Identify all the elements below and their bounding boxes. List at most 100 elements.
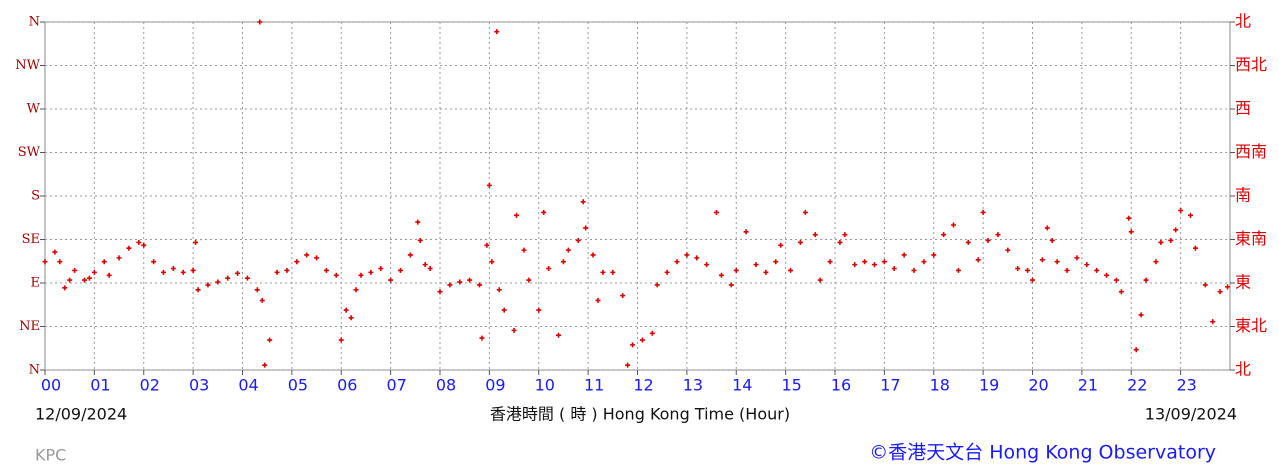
wind-direction-point xyxy=(368,269,374,275)
wind-direction-point xyxy=(625,362,631,368)
wind-direction-point xyxy=(1094,267,1100,273)
wind-direction-point xyxy=(852,262,858,268)
wind-direction-point xyxy=(353,287,359,293)
station-code: KPC xyxy=(35,446,66,465)
y-tick-label: N xyxy=(29,15,40,30)
wind-direction-point xyxy=(42,259,48,265)
wind-direction-point xyxy=(343,307,349,313)
wind-direction-point xyxy=(1049,237,1055,243)
wind-direction-point xyxy=(1084,262,1090,268)
wind-direction-point xyxy=(72,267,78,273)
wind-direction-point xyxy=(704,262,710,268)
wind-direction-point xyxy=(447,282,453,288)
wind-direction-point xyxy=(193,239,199,245)
wind-direction-point xyxy=(773,259,779,265)
wind-direction-point xyxy=(235,270,241,276)
wind-direction-point xyxy=(333,272,339,278)
wind-direction-point xyxy=(284,267,290,273)
wind-direction-point xyxy=(610,269,616,275)
wind-direction-point xyxy=(620,293,626,299)
wind-direction-point xyxy=(494,29,500,35)
wind-direction-point xyxy=(965,239,971,245)
wind-direction-point xyxy=(1118,289,1124,295)
wind-direction-point xyxy=(427,266,433,271)
wind-direction-point xyxy=(358,272,364,278)
x-tick-label: 19 xyxy=(979,376,999,395)
x-tick-label: 07 xyxy=(386,376,406,395)
wind-direction-point xyxy=(980,209,986,215)
wind-direction-point xyxy=(407,252,413,258)
wind-direction-point xyxy=(778,242,784,248)
wind-direction-point xyxy=(225,275,231,281)
wind-direction-point xyxy=(215,279,221,285)
wind-direction-point xyxy=(797,239,803,245)
wind-direction-point xyxy=(101,259,107,265)
wind-direction-point xyxy=(52,249,58,255)
wind-direction-point xyxy=(1128,229,1134,235)
wind-direction-point xyxy=(546,266,552,271)
y-tick-label: NW xyxy=(15,58,40,73)
wind-direction-point xyxy=(921,259,927,265)
wind-direction-point xyxy=(415,219,421,225)
wind-direction-point xyxy=(743,229,749,235)
wind-direction-point xyxy=(1015,266,1021,271)
wind-direction-point xyxy=(590,252,596,258)
x-tick-label: 12 xyxy=(633,376,653,395)
x-tick-label: 16 xyxy=(831,376,851,395)
wind-direction-point xyxy=(205,282,211,288)
wind-direction-point xyxy=(136,239,142,245)
x-tick-label: 05 xyxy=(288,376,308,395)
x-tick-label: 21 xyxy=(1078,376,1098,395)
wind-direction-point xyxy=(521,247,527,253)
wind-direction-point xyxy=(714,209,719,215)
wind-direction-point xyxy=(788,267,794,273)
wind-direction-point xyxy=(67,277,73,283)
wind-direction-point xyxy=(267,337,273,343)
wind-direction-point xyxy=(649,330,655,336)
y2-tick-label: 東北 xyxy=(1235,316,1267,335)
wind-direction-point xyxy=(151,259,157,265)
wind-direction-point xyxy=(1039,257,1045,263)
wind-direction-point xyxy=(1178,208,1184,213)
wind-direction-point xyxy=(1054,259,1060,265)
wind-direction-point xyxy=(630,342,636,348)
wind-direction-point xyxy=(580,199,586,205)
wind-direction-point xyxy=(1030,277,1035,283)
wind-direction-point xyxy=(314,255,320,261)
wind-direction-point xyxy=(254,287,260,293)
y2-tick-label: 北 xyxy=(1235,12,1251,31)
wind-direction-point xyxy=(753,262,759,268)
wind-direction-point xyxy=(501,307,507,313)
wind-direction-point xyxy=(422,262,428,268)
wind-direction-point xyxy=(1143,277,1149,283)
wind-direction-point xyxy=(881,259,887,265)
wind-direction-point xyxy=(1126,215,1132,221)
y-tick-label: NE xyxy=(19,319,40,334)
x-axis-label: 香港時間 ( 時 ) Hong Kong Time (Hour) xyxy=(490,405,790,424)
y-tick-label: W xyxy=(27,102,41,117)
wind-direction-point xyxy=(244,275,250,281)
wind-direction-point xyxy=(733,267,739,273)
x-tick-label: 15 xyxy=(781,376,801,395)
wind-direction-point xyxy=(891,266,897,271)
wind-direction-point xyxy=(1225,284,1231,290)
wind-direction-point xyxy=(1158,239,1164,245)
wind-direction-point xyxy=(257,19,263,25)
wind-direction-point xyxy=(477,282,482,288)
wind-direction-point xyxy=(274,269,280,275)
wind-direction-point xyxy=(467,277,473,283)
wind-direction-point xyxy=(1153,259,1159,265)
wind-direction-point xyxy=(457,279,463,285)
wind-direction-point xyxy=(654,282,660,288)
wind-direction-point xyxy=(126,245,132,251)
wind-direction-point xyxy=(141,242,147,248)
wind-direction-point xyxy=(378,266,384,271)
wind-direction-point xyxy=(911,267,917,273)
wind-direction-point xyxy=(1064,267,1070,273)
wind-direction-point xyxy=(842,232,848,238)
wind-direction-point xyxy=(180,269,186,275)
wind-direction-point xyxy=(862,259,868,265)
credit: ©香港天文台 Hong Kong Observatory xyxy=(869,442,1216,464)
